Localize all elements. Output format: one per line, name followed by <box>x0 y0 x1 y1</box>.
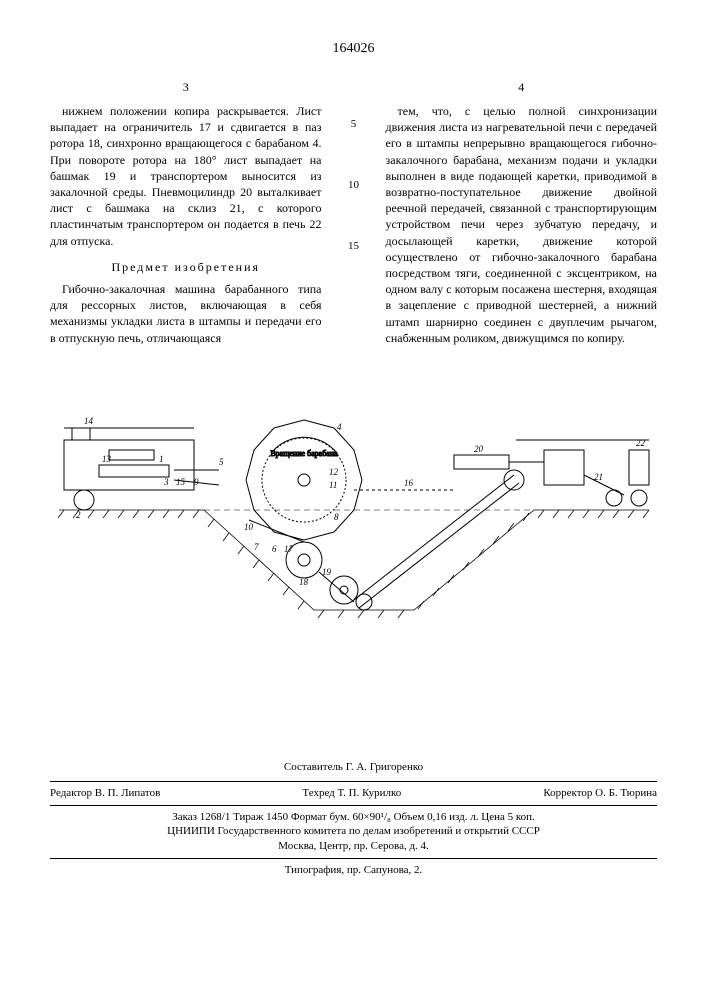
text-columns: 3 нижнем положении копира раскрывается. … <box>50 79 657 350</box>
col-num-right: 4 <box>386 79 658 95</box>
editor: Редактор В. П. Липатов <box>50 786 160 801</box>
corrector: Корректор О. Б. Тюрина <box>543 786 657 801</box>
left-column: 3 нижнем положении копира раскрывается. … <box>50 79 322 350</box>
label-2: 2 <box>76 510 81 520</box>
label-14: 14 <box>84 416 94 426</box>
imprint-1: Заказ 1268/1 Тираж 1450 Формат бум. 60×9… <box>50 810 657 825</box>
right-column: 4 тем, что, с целью полной синхронизации… <box>386 79 658 350</box>
document-number: 164026 <box>50 40 657 59</box>
label-1: 1 <box>159 454 164 464</box>
machine-diagram: Вращение барабана 14 13 3 15 9 1 2 <box>54 380 654 640</box>
footer-rule-1 <box>50 781 657 782</box>
label-16: 16 <box>404 478 414 488</box>
imprint-2: ЦНИИПИ Государственного комитета по дела… <box>50 824 657 839</box>
compositor-line: Составитель Г. А. Григоренко <box>50 760 657 775</box>
label-9: 9 <box>194 477 199 487</box>
label-12: 12 <box>329 467 339 477</box>
label-5: 5 <box>219 457 224 467</box>
line-num-15: 15 <box>348 239 359 254</box>
label-20: 20 <box>474 444 484 454</box>
label-13: 13 <box>102 454 112 464</box>
left-paragraph-2: Гибочно-закалочная машина барабанного ти… <box>50 281 322 346</box>
label-6: 6 <box>272 544 277 554</box>
imprint-3: Москва, Центр, пр. Серова, д. 4. <box>50 839 657 854</box>
label-18: 18 <box>299 577 309 587</box>
line-num-5: 5 <box>351 117 357 132</box>
label-15: 15 <box>176 477 186 487</box>
left-paragraph-1: нижнем положении копира раскрывается. Ли… <box>50 103 322 249</box>
label-22: 22 <box>636 438 646 448</box>
label-10: 10 <box>244 522 254 532</box>
footer-rule-2 <box>50 805 657 806</box>
footer-block: Составитель Г. А. Григоренко Редактор В.… <box>50 760 657 878</box>
credits-row: Редактор В. П. Липатов Техред Т. П. Кури… <box>50 786 657 801</box>
label-7: 7 <box>254 542 259 552</box>
label-3: 3 <box>163 477 169 487</box>
col-num-left: 3 <box>50 79 322 95</box>
label-17: 17 <box>284 544 294 554</box>
subject-title: Предмет изобретения <box>50 259 322 275</box>
label-21: 21 <box>594 472 603 482</box>
drum-rotation-label: Вращение барабана <box>270 449 338 458</box>
line-number-gutter: 5 10 15 <box>346 79 362 350</box>
label-11: 11 <box>329 480 337 490</box>
techred: Техред Т. П. Курилко <box>302 786 401 801</box>
footer-rule-3 <box>50 858 657 859</box>
imprint-4: Типография, пр. Сапунова, 2. <box>50 863 657 878</box>
label-4: 4 <box>337 422 342 432</box>
label-8: 8 <box>334 512 339 522</box>
label-19: 19 <box>322 567 332 577</box>
line-num-10: 10 <box>348 178 359 193</box>
right-paragraph-1: тем, что, с целью полной синхронизации д… <box>386 103 658 346</box>
